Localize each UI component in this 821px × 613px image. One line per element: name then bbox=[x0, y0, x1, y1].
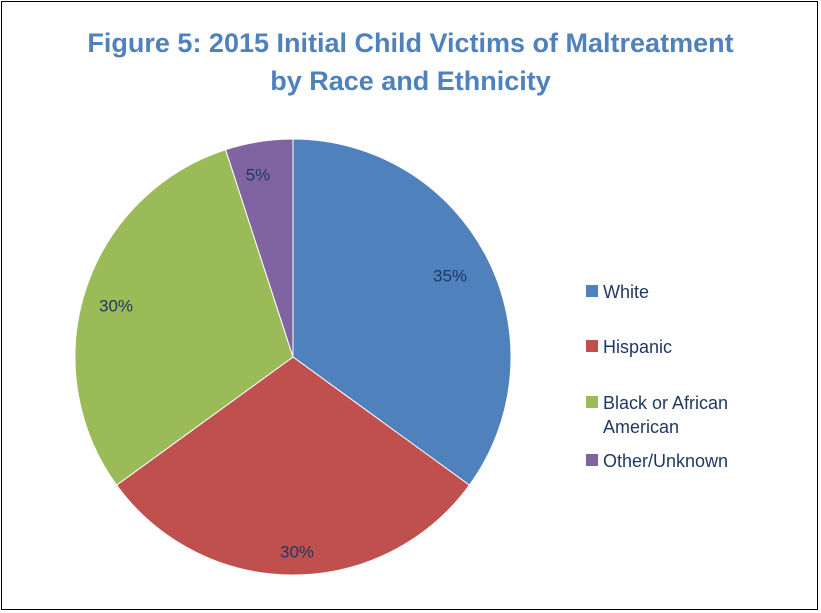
chart-title-line-1: Figure 5: 2015 Initial Child Victims of … bbox=[87, 28, 734, 58]
legend-swatch-black-or-african-american bbox=[586, 396, 598, 408]
chart-title-line-2: by Race and Ethnicity bbox=[270, 66, 551, 96]
pie-slice-hispanic bbox=[115, 356, 471, 576]
legend-label-black-or-african-american-line-2: American bbox=[603, 417, 679, 437]
legend-label-white: White bbox=[603, 282, 649, 302]
pie-slice-white bbox=[292, 138, 512, 486]
legend-item-hispanic: Hispanic bbox=[586, 337, 672, 357]
data-label-white: 35% bbox=[433, 266, 467, 285]
data-label-other-unknown: 5% bbox=[246, 165, 271, 184]
pie-slice-other-unknown bbox=[224, 138, 294, 358]
legend-swatch-white bbox=[586, 285, 598, 297]
legend-label-black-or-african-american: Black or African bbox=[603, 393, 728, 413]
legend-label-other-unknown: Other/Unknown bbox=[603, 451, 728, 471]
data-label-black-or-african-american: 30% bbox=[99, 296, 133, 315]
legend-label-hispanic: Hispanic bbox=[603, 337, 672, 357]
legend-item-black-or-african-american: Black or African American bbox=[586, 393, 728, 437]
pie-slice-black-or-african-american bbox=[74, 149, 294, 486]
legend-swatch-hispanic bbox=[586, 340, 598, 352]
legend-item-other-unknown: Other/Unknown bbox=[586, 451, 728, 471]
legend-swatch-other-unknown bbox=[586, 454, 598, 466]
legend-item-white: White bbox=[586, 282, 649, 302]
chart-title: Figure 5: 2015 Initial Child Victims of … bbox=[0, 24, 821, 100]
data-label-hispanic: 30% bbox=[280, 542, 314, 561]
